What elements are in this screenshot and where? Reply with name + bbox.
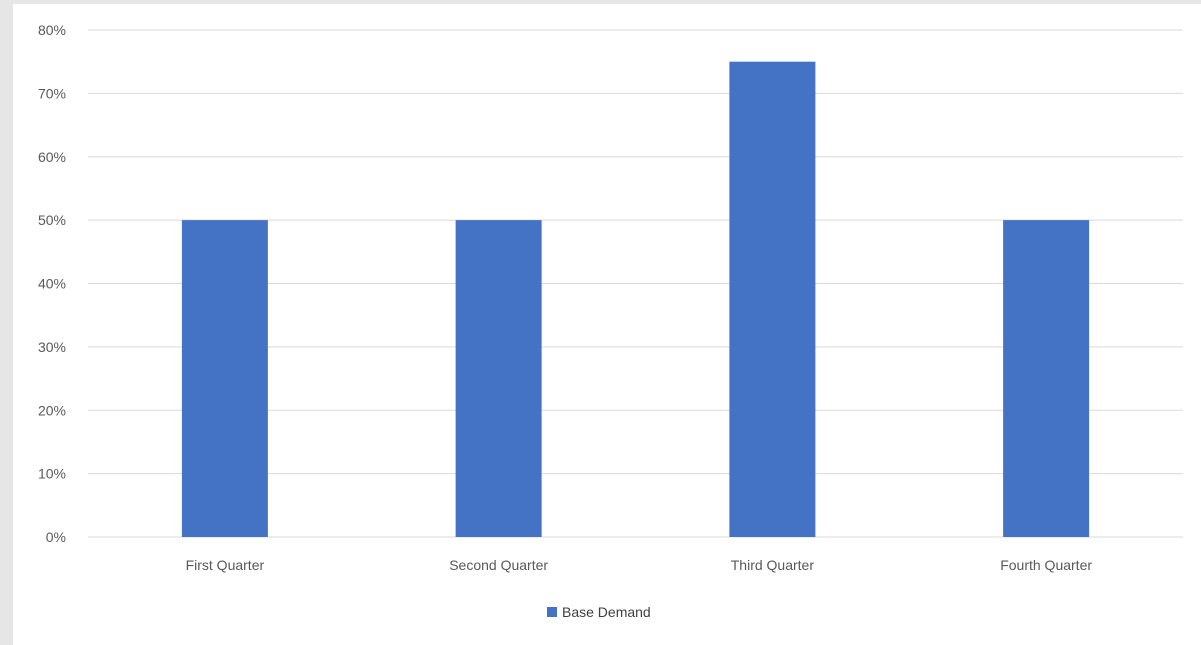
legend: Base Demand — [547, 604, 651, 620]
y-tick-label: 40% — [38, 276, 66, 292]
x-tick-label: First Quarter — [186, 557, 265, 573]
bar-second-quarter — [455, 220, 542, 537]
legend-swatch-base-demand — [547, 607, 557, 617]
y-tick-label: 30% — [38, 339, 66, 355]
gridlines — [88, 29, 1183, 538]
y-tick-label: 10% — [38, 466, 66, 482]
y-tick-label: 0% — [46, 529, 66, 545]
y-tick-label: 50% — [38, 212, 66, 228]
y-tick-label: 20% — [38, 402, 66, 418]
bar-first-quarter — [181, 220, 268, 537]
x-tick-label: Third Quarter — [731, 557, 815, 573]
bars — [181, 61, 1090, 537]
y-tick-label: 60% — [38, 149, 66, 165]
x-axis-ticks: First Quarter Second Quarter Third Quarter… — [186, 557, 1093, 573]
x-tick-label: Second Quarter — [449, 557, 548, 573]
bar-third-quarter — [729, 61, 816, 537]
y-axis-ticks: 0% 10% 20% 30% 40% 50% 60% 70% 80% — [38, 22, 66, 545]
y-tick-label: 70% — [38, 85, 66, 101]
x-tick-label: Fourth Quarter — [1000, 557, 1092, 573]
y-tick-label: 80% — [38, 22, 66, 38]
bar-fourth-quarter — [1003, 220, 1090, 537]
legend-label-base-demand: Base Demand — [562, 604, 651, 620]
